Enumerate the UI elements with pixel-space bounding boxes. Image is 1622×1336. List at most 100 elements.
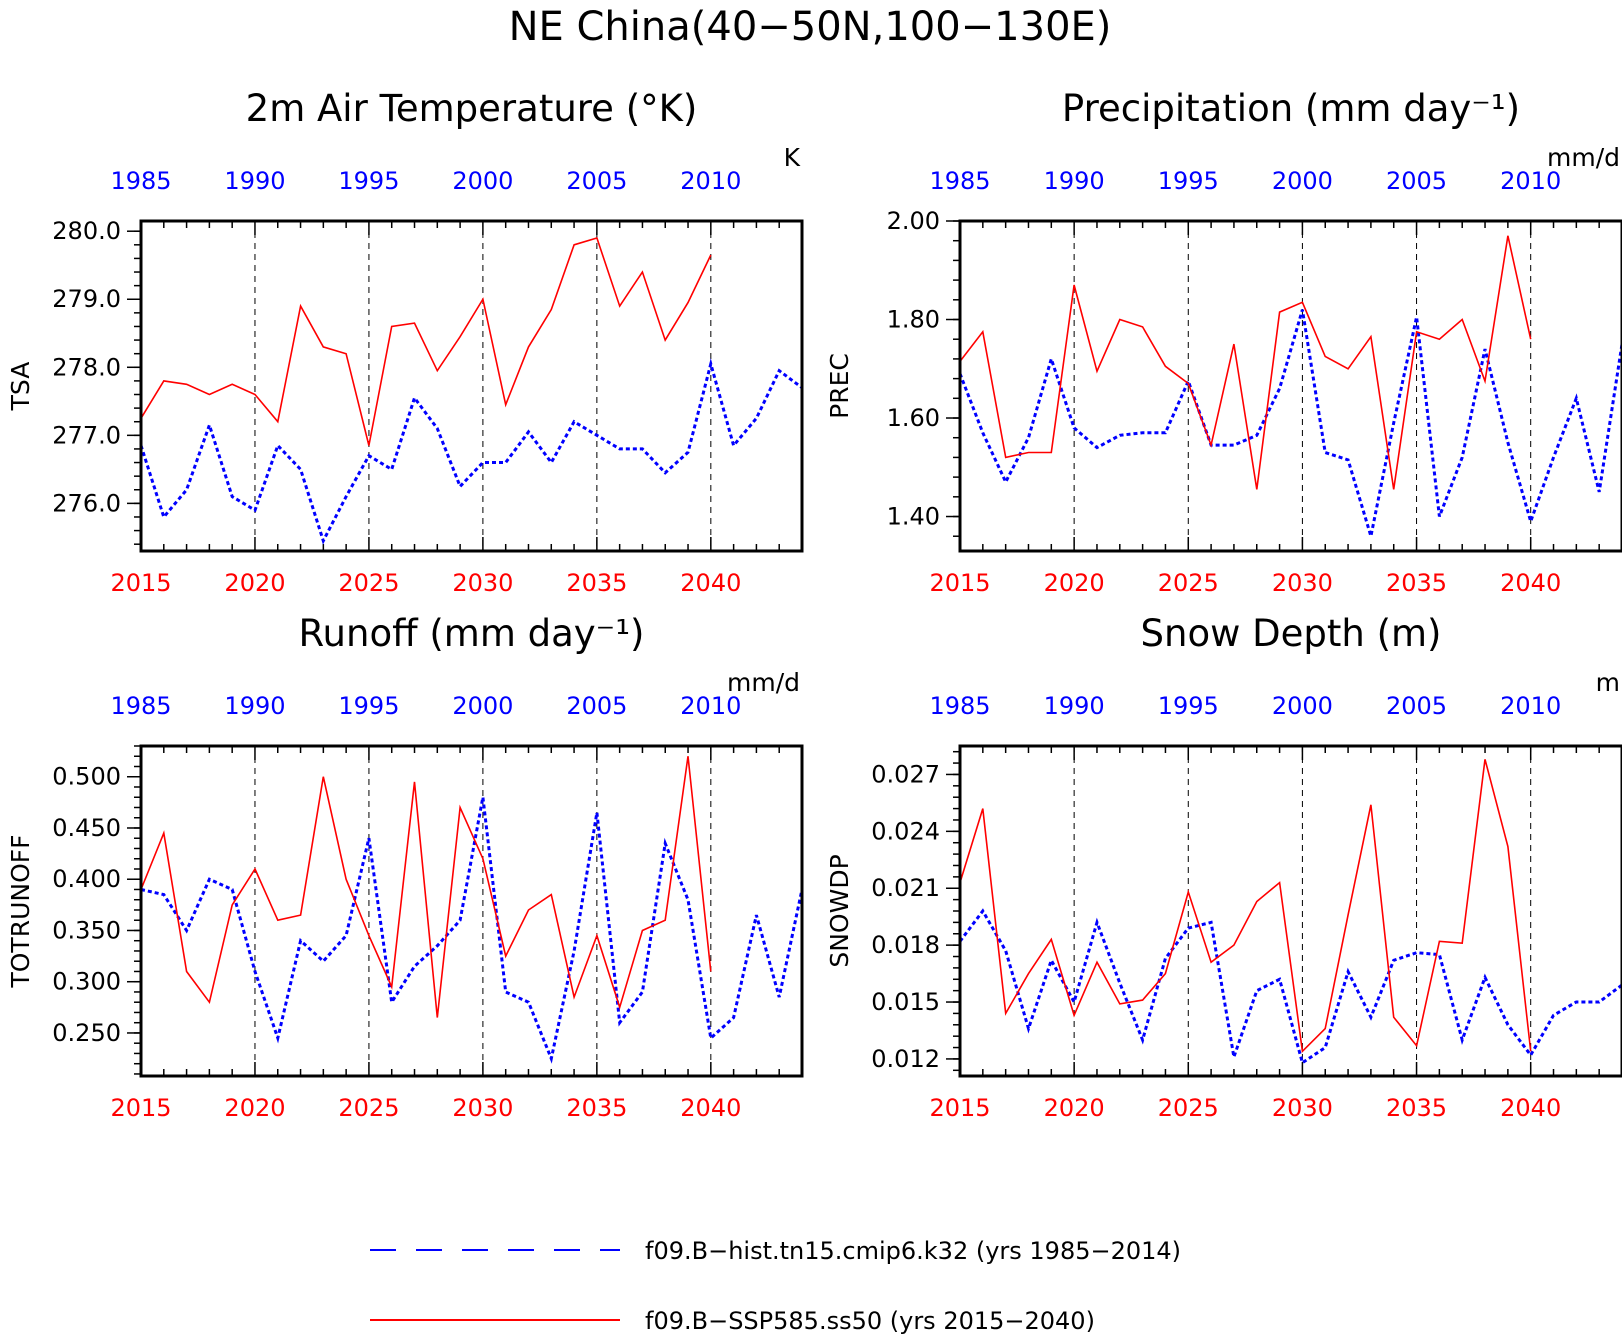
x-tick-label-bottom: 2020 [224,1094,285,1122]
x-tick-label-bottom: 2015 [110,1094,171,1122]
legend-hist-label: f09.B−hist.tn15.cmip6.k32 (yrs 1985−2014… [645,1237,1181,1265]
unit-label: m [1596,668,1620,697]
x-tick-label-bottom: 2025 [1158,1094,1219,1122]
x-tick-label-bottom: 2040 [1500,1094,1561,1122]
legend: f09.B−hist.tn15.cmip6.k32 (yrs 1985−2014… [370,1237,1181,1335]
x-tick-label-bottom: 2030 [452,1094,513,1122]
x-tick-label-top: 1985 [929,167,990,195]
y-tick-label: 277.0 [52,421,121,449]
plot-frame [958,744,1622,1078]
y-tick-label: 276.0 [52,489,121,517]
x-tick-label-top: 2010 [1500,692,1561,720]
y-tick-label: 0.300 [52,968,121,996]
y-tick-label: 0.018 [871,931,940,959]
x-tick-label-bottom: 2015 [929,569,990,597]
x-tick-label-top: 2010 [1500,167,1561,195]
y-tick-label: 0.450 [52,814,121,842]
panel-title: Precipitation (mm day⁻¹) [1062,87,1520,130]
y-axis-label: TSA [6,362,35,412]
series-hist-line [958,309,1622,537]
plot-frame [139,744,804,1078]
panel-totrunoff: Runoff (mm day⁻¹) mm/d TOTRUNOFF 2015 2020 20… [6,612,804,1122]
x-tick-label-top: 2005 [1386,167,1447,195]
panel-tsa: 2m Air Temperature (°K) K TSA 2015 2020 2025 2… [6,87,804,597]
x-tick-label-top: 1995 [338,692,399,720]
x-tick-label-bottom: 2040 [680,1094,741,1122]
x-tick-label-bottom: 2030 [1272,1094,1333,1122]
y-tick-label: 0.400 [52,865,121,893]
y-tick-label: 0.015 [871,988,940,1016]
x-tick-label-bottom: 2025 [338,569,399,597]
x-tick-label-top: 1985 [110,167,171,195]
unit-label: mm/d [1547,143,1620,172]
panel-title: 2m Air Temperature (°K) [246,87,698,130]
y-tick-label: 0.500 [52,763,121,791]
panel-prec: Precipitation (mm day⁻¹) mm/d PREC 2015 2020… [825,87,1622,597]
unit-label: K [784,143,801,172]
y-axis-label: PREC [825,353,854,419]
y-tick-label: 279.0 [52,285,121,313]
x-tick-label-top: 2000 [452,167,513,195]
figure-title: NE China(40−50N,100−130E) [509,4,1112,50]
series-ssp-line [140,756,712,1018]
x-tick-label-bottom: 2035 [566,569,627,597]
x-tick-label-top: 1990 [1044,167,1105,195]
x-tick-label-top: 2010 [680,167,741,195]
x-tick-label-top: 1995 [338,167,399,195]
plot-frame [139,219,804,553]
x-tick-label-bottom: 2015 [929,1094,990,1122]
y-tick-label: 280.0 [52,217,121,245]
x-tick-label-bottom: 2030 [452,569,513,597]
x-tick-label-bottom: 2025 [338,1094,399,1122]
y-tick-label: 1.40 [887,503,940,531]
series-hist-line [139,358,803,545]
legend-ssp-label: f09.B−SSP585.ss50 (yrs 2015−2040) [645,1307,1095,1335]
x-tick-label-top: 1990 [1044,692,1105,720]
y-tick-label: 1.80 [887,306,940,334]
x-tick-label-top: 2000 [1272,167,1333,195]
x-tick-label-bottom: 2025 [1158,569,1219,597]
x-tick-label-top: 1985 [110,692,171,720]
x-tick-label-top: 2005 [566,167,627,195]
panel-title: Runoff (mm day⁻¹) [299,612,645,655]
x-tick-label-top: 2000 [1272,692,1333,720]
panel-snowdp: Snow Depth (m) m SNOWDP 2015 2020 2025 2030 203… [825,612,1622,1122]
y-tick-label: 0.250 [52,1019,121,1047]
x-tick-label-bottom: 2030 [1272,569,1333,597]
y-tick-label: 278.0 [52,353,121,381]
x-tick-label-bottom: 2035 [566,1094,627,1122]
x-tick-label-bottom: 2015 [110,569,171,597]
x-tick-label-top: 2000 [452,692,513,720]
x-tick-label-top: 2005 [1386,692,1447,720]
y-tick-label: 1.60 [887,404,940,432]
x-tick-label-top: 1995 [1158,692,1219,720]
x-tick-label-bottom: 2035 [1386,569,1447,597]
panel-title: Snow Depth (m) [1141,612,1442,655]
y-tick-label: 0.027 [871,760,940,788]
x-tick-label-top: 2005 [566,692,627,720]
y-tick-label: 0.012 [871,1045,940,1073]
panels: 2m Air Temperature (°K) K TSA 2015 2020 2025 2… [6,87,1622,1122]
x-tick-label-bottom: 2020 [1044,569,1105,597]
x-tick-label-top: 1990 [224,692,285,720]
y-tick-label: 2.00 [887,207,940,235]
x-tick-label-bottom: 2035 [1386,1094,1447,1122]
x-tick-label-bottom: 2020 [1044,1094,1105,1122]
plot-frame [958,219,1622,553]
x-tick-label-top: 2010 [680,692,741,720]
y-axis-label: TOTRUNOFF [6,834,35,988]
series-hist-line [958,908,1622,1066]
x-tick-label-top: 1985 [929,692,990,720]
series-ssp-line [959,235,1532,490]
y-tick-label: 0.024 [871,817,940,845]
x-tick-label-top: 1990 [224,167,285,195]
x-tick-label-bottom: 2020 [224,569,285,597]
unit-label: mm/d [727,668,800,697]
x-tick-label-bottom: 2040 [1500,569,1561,597]
x-tick-label-top: 1995 [1158,167,1219,195]
y-axis-label: SNOWDP [825,854,854,967]
y-tick-label: 0.350 [52,916,121,944]
y-tick-label: 0.021 [871,874,940,902]
series-hist-line [140,796,804,1064]
